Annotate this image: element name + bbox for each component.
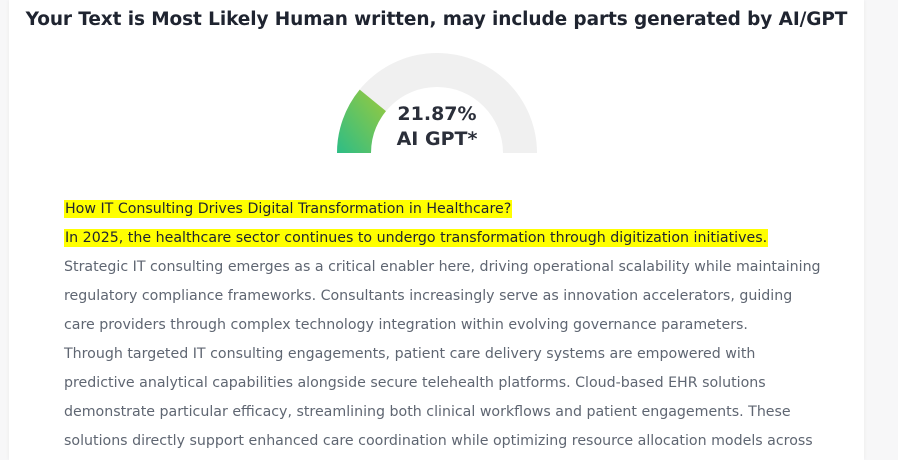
sentence-text: Strategic IT consulting emerges as a cri… [64,259,821,275]
gauge-track [337,53,537,153]
highlighted-ai-sentence: How IT Consulting Drives Digital Transfo… [64,200,513,218]
text-line: demonstrate particular efficacy, streaml… [64,398,824,427]
sentence-text: solutions directly support enhanced care… [64,433,813,449]
ai-score-gauge: 21.87% AI GPT* [336,52,538,156]
text-line: predictive analytical capabilities along… [64,369,824,398]
sentence-text: Through targeted IT consulting engagemen… [64,346,756,362]
gauge-percent: 21.87% [397,103,477,125]
sentence-text: predictive analytical capabilities along… [64,375,766,391]
gauge-fill [337,89,386,153]
text-line: care providers through complex technolog… [64,311,824,340]
highlighted-ai-sentence: In 2025, the healthcare sector continues… [64,229,769,247]
text-line: Strategic IT consulting emerges as a cri… [64,253,824,282]
result-card: Your Text is Most Likely Human written, … [9,0,864,460]
sentence-text: demonstrate particular efficacy, streaml… [64,404,791,420]
result-title: Your Text is Most Likely Human written, … [25,9,848,30]
text-line: How IT Consulting Drives Digital Transfo… [64,195,824,224]
gauge-label: AI GPT* [396,128,478,150]
sentence-text: care providers through complex technolog… [64,317,748,333]
analyzed-text: How IT Consulting Drives Digital Transfo… [64,195,824,456]
text-line: solutions directly support enhanced care… [64,427,824,456]
text-line: regulatory compliance frameworks. Consul… [64,282,824,311]
text-line: Through targeted IT consulting engagemen… [64,340,824,369]
text-line: In 2025, the healthcare sector continues… [64,224,824,253]
gauge-arc [337,53,537,153]
sentence-text: regulatory compliance frameworks. Consul… [64,288,793,304]
